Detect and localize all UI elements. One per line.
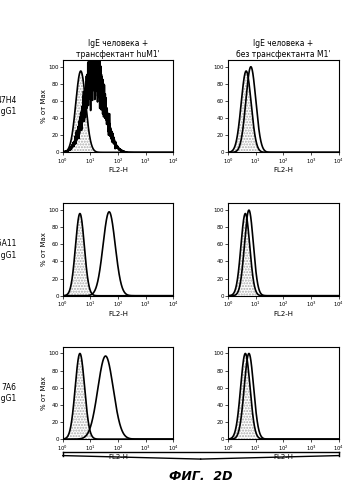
Y-axis label: % от Max: % от Max	[41, 376, 47, 410]
X-axis label: FL2-H: FL2-H	[108, 310, 128, 316]
Text: 47H4
mulIgG1: 47H4 mulIgG1	[0, 96, 16, 116]
Title: IgE человека +
трансфектант huM1': IgE человека + трансфектант huM1'	[76, 39, 160, 59]
X-axis label: FL2-H: FL2-H	[273, 454, 294, 460]
Text: 26A11
mulIgG1: 26A11 mulIgG1	[0, 240, 16, 259]
Y-axis label: % от Max: % от Max	[41, 233, 47, 266]
Text: ФИГ.  2D: ФИГ. 2D	[169, 470, 232, 483]
Text: 7A6
mulIgG1: 7A6 mulIgG1	[0, 383, 16, 403]
X-axis label: FL2-H: FL2-H	[108, 167, 128, 173]
X-axis label: FL2-H: FL2-H	[273, 310, 294, 316]
X-axis label: FL2-H: FL2-H	[108, 454, 128, 460]
Y-axis label: % от Max: % от Max	[41, 89, 47, 123]
X-axis label: FL2-H: FL2-H	[273, 167, 294, 173]
Title: IgE человека +
без трансфектанта М1': IgE человека + без трансфектанта М1'	[236, 39, 331, 59]
